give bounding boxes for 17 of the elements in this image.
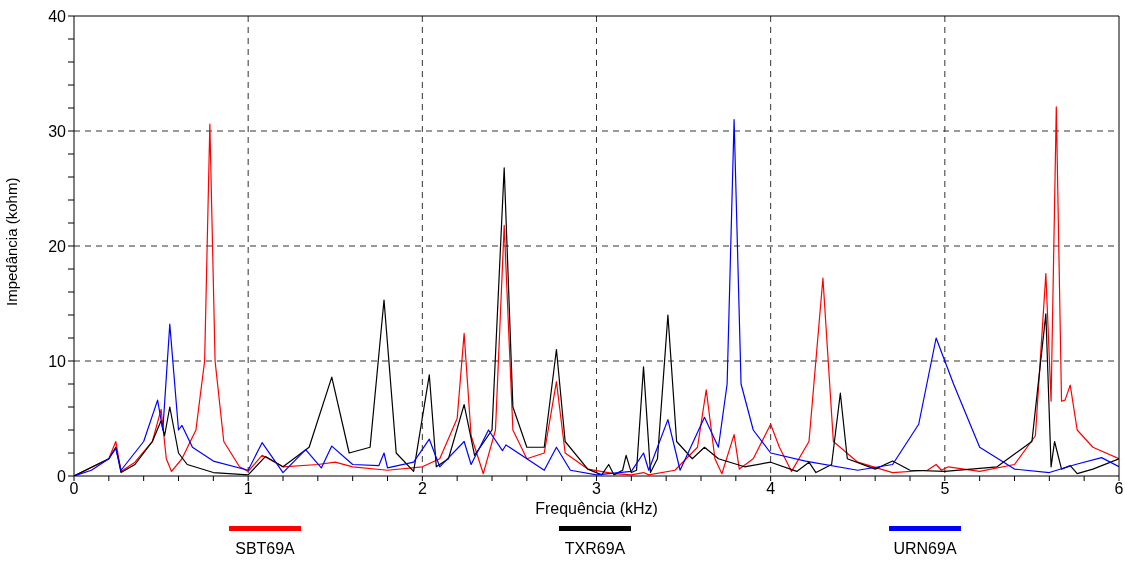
x-tick-label: 2 xyxy=(417,480,427,498)
x-tick-label: 3 xyxy=(592,480,602,498)
y-tick-label: 30 xyxy=(48,122,67,140)
y-tick-label: 10 xyxy=(48,352,67,370)
y-tick-label: 20 xyxy=(48,237,67,255)
x-tick-label: 5 xyxy=(940,480,950,498)
y-axis-title: Impedância (kohm) xyxy=(3,177,21,306)
y-tick-label: 40 xyxy=(48,7,67,25)
legend-label: TXR69A xyxy=(564,540,626,558)
legend-label: URN69A xyxy=(893,540,957,558)
x-tick-label: 4 xyxy=(766,480,776,498)
x-tick-label: 1 xyxy=(243,480,253,498)
x-tick-label: 6 xyxy=(1114,480,1124,498)
y-tick-label: 0 xyxy=(57,467,67,485)
x-axis-title: Frequência (kHz) xyxy=(535,500,658,517)
x-tick-label: 0 xyxy=(69,480,79,498)
legend-label: SBT69A xyxy=(235,540,295,558)
